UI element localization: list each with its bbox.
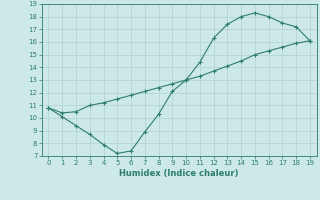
X-axis label: Humidex (Indice chaleur): Humidex (Indice chaleur) — [119, 169, 239, 178]
